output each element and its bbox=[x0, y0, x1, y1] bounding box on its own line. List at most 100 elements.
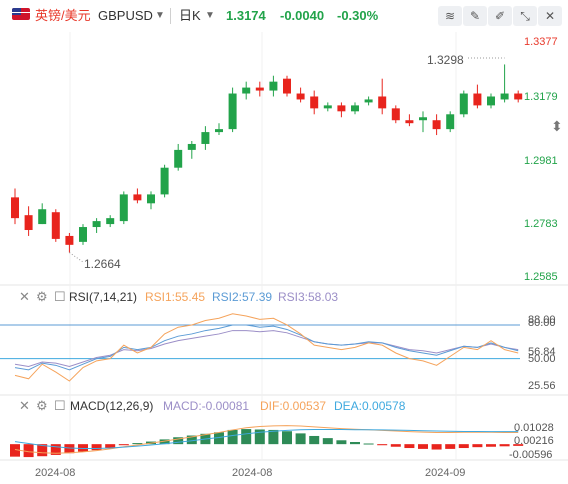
macd-bar bbox=[350, 442, 360, 445]
dea-label: DEA:0.00578 bbox=[334, 399, 406, 413]
low-connector bbox=[69, 252, 84, 263]
rsi2-label: RSI2:57.39 bbox=[212, 290, 273, 304]
rsi-name: RSI(7,14,21) bbox=[69, 290, 138, 304]
candle-body bbox=[255, 87, 264, 91]
macd-bar bbox=[64, 444, 75, 454]
settings-rsi-icon[interactable]: ⚙ bbox=[36, 289, 48, 304]
macd-bar bbox=[173, 437, 184, 445]
period-label[interactable]: 日K bbox=[179, 8, 201, 23]
info-rsi-icon[interactable]: ☐ bbox=[54, 289, 66, 304]
rsi2-line bbox=[14, 324, 519, 371]
macd-bar bbox=[322, 438, 333, 445]
candle-body bbox=[215, 129, 223, 133]
dropdown-caret-icon[interactable]: ▼ bbox=[155, 10, 165, 21]
candle-body bbox=[296, 93, 305, 100]
rsi-tick-80: 80.00 bbox=[528, 317, 556, 329]
macd-bar bbox=[282, 431, 292, 445]
candle-body bbox=[65, 235, 74, 245]
candle-body bbox=[405, 120, 414, 124]
close-icon[interactable]: ✕ bbox=[538, 6, 562, 26]
macd-bar bbox=[132, 443, 143, 445]
candle-body bbox=[351, 105, 359, 112]
pair-name[interactable]: 英镑/美元 bbox=[35, 8, 91, 23]
macd-label: MACD:-0.00081 bbox=[163, 399, 250, 413]
macd-bar bbox=[159, 439, 170, 445]
info-macd-icon[interactable]: ☐ bbox=[54, 398, 66, 413]
date-label-3: 2024-09 bbox=[425, 467, 466, 479]
candle-body bbox=[119, 194, 128, 222]
symbol-label[interactable]: GBPUSD bbox=[98, 8, 153, 23]
macd-bar bbox=[10, 444, 20, 457]
macd-bar bbox=[105, 444, 116, 449]
candle-body bbox=[38, 209, 47, 225]
candle-body bbox=[487, 96, 495, 106]
candlesticks bbox=[11, 57, 523, 263]
macd-bar bbox=[37, 444, 48, 457]
price-tick-1: 1.3377 bbox=[524, 36, 558, 48]
macd-bar bbox=[431, 444, 442, 450]
macd-bar bbox=[309, 435, 320, 445]
last-price: 1.3174 bbox=[226, 8, 266, 23]
macd-lines bbox=[14, 425, 519, 454]
rsi3-line bbox=[14, 330, 519, 367]
candle-body bbox=[269, 81, 278, 91]
candle-body bbox=[473, 93, 482, 106]
macd-bar bbox=[118, 444, 129, 446]
macd-bar bbox=[445, 444, 456, 449]
macd-bar bbox=[214, 432, 224, 445]
candle-body bbox=[242, 87, 251, 94]
macd-bar bbox=[254, 429, 265, 445]
grid-lines bbox=[0, 32, 568, 461]
close-rsi-icon[interactable]: ✕ bbox=[19, 289, 30, 304]
collapse-icon[interactable]: ⤡ bbox=[513, 6, 537, 26]
rsi-tick-50: 50.00 bbox=[528, 353, 556, 365]
candle-body bbox=[147, 194, 155, 204]
candle-body bbox=[446, 114, 455, 130]
macd-bar bbox=[486, 444, 496, 447]
dea-line bbox=[14, 429, 519, 449]
high-annotation: 1.3298 bbox=[427, 53, 464, 67]
candle-body bbox=[323, 105, 332, 109]
macd-bar bbox=[268, 429, 279, 445]
date-label-1: 2024-08 bbox=[35, 467, 76, 479]
settings-macd-icon[interactable]: ⚙ bbox=[36, 398, 48, 413]
candle-body bbox=[432, 120, 441, 130]
candle-body bbox=[500, 93, 509, 100]
macd-bar bbox=[404, 444, 415, 449]
close-macd-icon[interactable]: ✕ bbox=[19, 398, 30, 413]
candle-body bbox=[364, 99, 373, 103]
candle-type-icon[interactable]: ≋ bbox=[438, 6, 462, 26]
toolbar-divider bbox=[170, 8, 171, 24]
price-tick-3: 1.2981 bbox=[524, 155, 558, 167]
macd-bar bbox=[186, 435, 197, 445]
candle-body bbox=[419, 117, 427, 121]
candle-body bbox=[11, 197, 19, 219]
erase-icon[interactable]: ✐ bbox=[488, 6, 512, 26]
price-tick-2: 1.3179 bbox=[524, 91, 558, 103]
dif-line bbox=[14, 425, 519, 454]
candle-body bbox=[106, 218, 115, 225]
macd-bar bbox=[418, 444, 428, 449]
macd-header: ✕ ⚙ ☐ MACD(12,26,9) MACD:-0.00081 DIF:0.… bbox=[0, 397, 568, 415]
candle-body bbox=[187, 143, 196, 150]
period-caret-icon[interactable]: ▼ bbox=[205, 10, 215, 21]
macd-bar bbox=[91, 444, 102, 451]
macd-tick-2: 0.00216 bbox=[514, 435, 554, 447]
candle-body bbox=[459, 93, 468, 115]
rsi-header: ✕ ⚙ ☐ RSI(7,14,21) RSI1:55.45 RSI2:57.39… bbox=[0, 288, 568, 306]
macd-tick-1: 0.01028 bbox=[514, 422, 554, 434]
panel-expand-icon[interactable]: ⬍ bbox=[551, 118, 563, 134]
candle-body bbox=[133, 194, 142, 201]
candle-body bbox=[337, 105, 346, 112]
macd-histogram bbox=[10, 429, 524, 458]
candle-body bbox=[310, 96, 319, 109]
macd-tick-3: -0.00596 bbox=[509, 449, 553, 461]
macd-bar bbox=[377, 444, 388, 446]
candle-body bbox=[514, 93, 523, 100]
candle-body bbox=[160, 167, 169, 195]
macd-bar bbox=[363, 443, 374, 445]
candle-body bbox=[283, 78, 291, 94]
macd-bar bbox=[241, 429, 252, 445]
draw-pencil-icon[interactable]: ✎ bbox=[463, 6, 487, 26]
